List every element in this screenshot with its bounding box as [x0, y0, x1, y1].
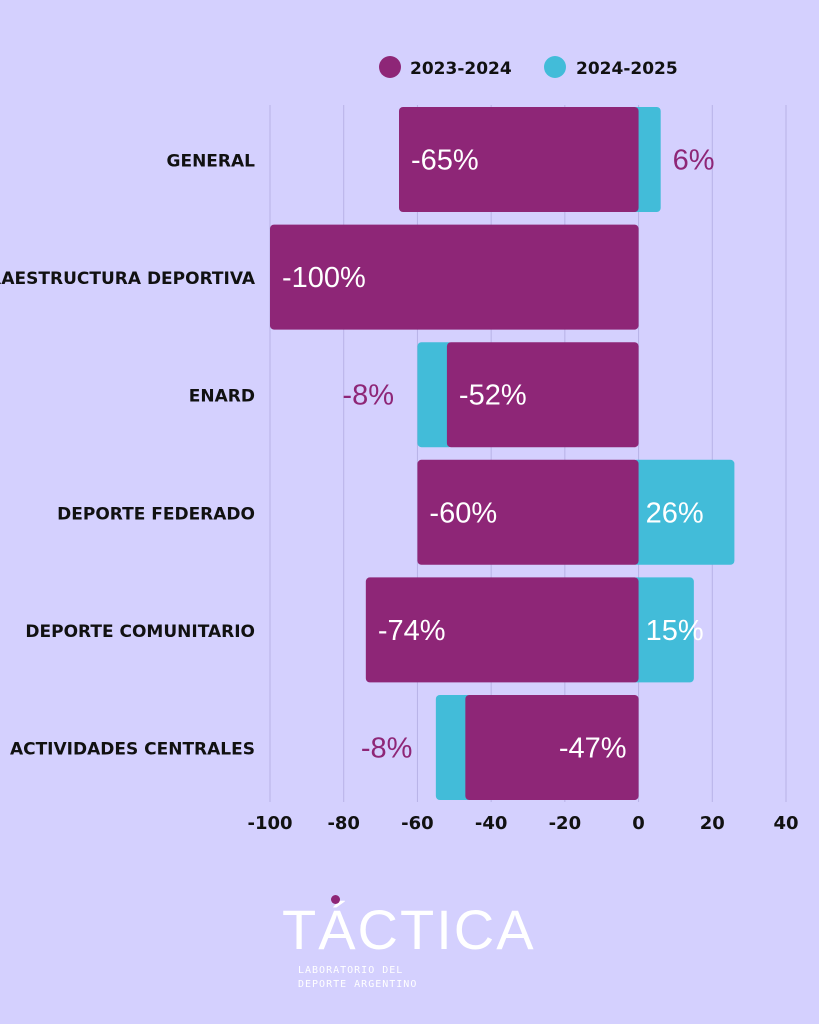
logo-tagline-line-1: LABORATORIO DEL: [298, 965, 404, 976]
x-tick-label: -40: [475, 813, 508, 834]
data-label-2024-2025: 15%: [646, 615, 704, 647]
category-label: INFRAESTRUCTURA DEPORTIVA: [0, 269, 256, 289]
x-tick-label: 40: [773, 813, 798, 834]
legend-label: 2024-2025: [576, 59, 678, 79]
x-tick-label: -100: [247, 813, 292, 834]
category-label: DEPORTE FEDERADO: [57, 504, 255, 524]
bar-2024-2025: [632, 459, 735, 565]
category-label: DEPORTE COMUNITARIO: [25, 622, 255, 642]
x-tick-label: 0: [632, 813, 645, 834]
data-label-2024-2025: -8%: [361, 733, 413, 765]
data-label-2023-2024: -74%: [378, 615, 446, 647]
category-label: ENARD: [189, 387, 255, 407]
data-label-2024-2025: -8%: [342, 380, 394, 412]
data-label-2024-2025: 6%: [673, 145, 715, 177]
data-label-2023-2024: -52%: [459, 380, 527, 412]
logo-tagline: LABORATORIO DEL DEPORTE ARGENTINO: [298, 964, 582, 992]
data-label-2023-2024: -65%: [411, 145, 479, 177]
logo-dot: [331, 895, 340, 904]
bar-2024-2025: [435, 695, 472, 800]
bar-2023-2024: [417, 459, 639, 565]
bar-2023-2024: [465, 695, 639, 800]
bar-2023-2024: [365, 577, 639, 683]
category-label: GENERAL: [167, 152, 256, 172]
bar-2023-2024: [446, 342, 639, 448]
bar-2023-2024: [270, 224, 639, 330]
bar-2024-2025: [632, 107, 661, 212]
x-tick-label: -80: [327, 813, 360, 834]
data-label-2023-2024: -47%: [559, 733, 627, 765]
bar-2024-2025: [417, 342, 453, 448]
legend-swatch: [379, 56, 401, 78]
category-label: ACTIVIDADES CENTRALES: [10, 740, 255, 760]
bar-2024-2025: [632, 577, 694, 683]
data-label-2024-2025: 26%: [646, 497, 704, 529]
x-tick-label: -60: [401, 813, 434, 834]
logo-name: TÁCTICA: [282, 898, 536, 961]
bar-2023-2024: [399, 107, 639, 212]
data-label-2023-2024: -60%: [429, 497, 497, 529]
legend-swatch: [544, 56, 566, 78]
tactica-logo: TÁCTICA LABORATORIO DEL DEPORTE ARGENTIN…: [282, 895, 582, 992]
data-label-2023-2024: -100%: [282, 262, 366, 294]
legend-label: 2023-2024: [410, 59, 512, 79]
logo-tagline-line-2: DEPORTE ARGENTINO: [298, 979, 418, 990]
x-tick-label: -20: [549, 813, 582, 834]
x-tick-label: 20: [700, 813, 725, 834]
